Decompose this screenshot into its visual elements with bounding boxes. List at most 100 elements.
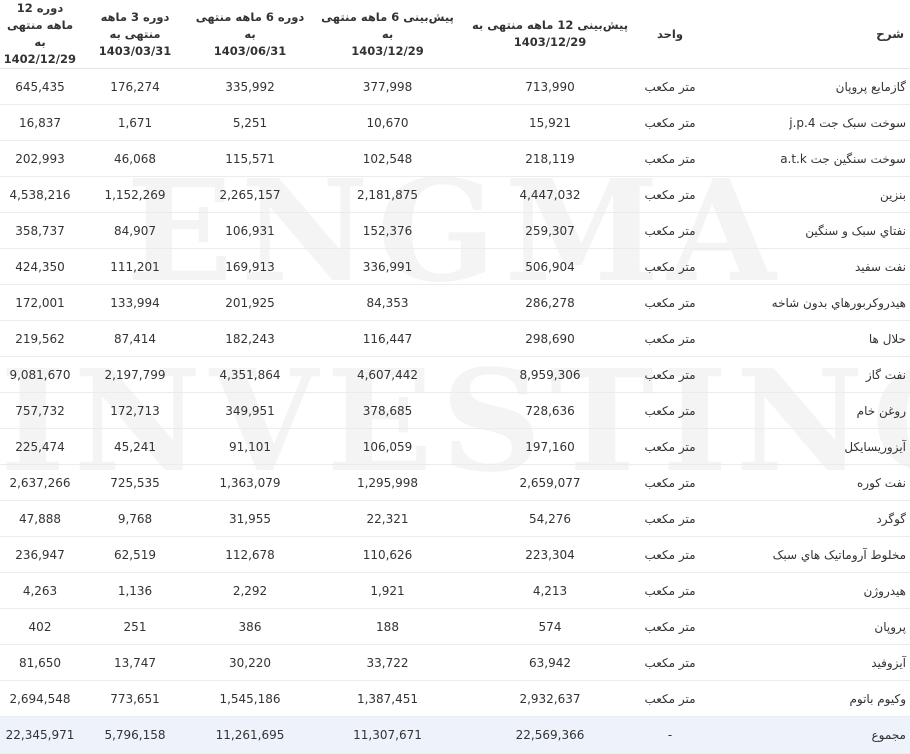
cell-forecast-6: 1,921: [310, 572, 465, 609]
cell-unit: متر مکعب: [635, 320, 705, 357]
cell-period-12: 81,650: [0, 644, 80, 681]
total-row: مجموع -22,569,366 11,307,671 11,261,695 5,79…: [0, 716, 910, 754]
cell-forecast-12: 506,904: [465, 248, 635, 285]
cell-period-12: 4,263: [0, 572, 80, 609]
cell-period-6: 30,220: [190, 644, 310, 681]
cell-desc: آيزوفيد: [705, 644, 910, 681]
cell-unit: متر مکعب: [635, 572, 705, 609]
header-period-6-date: 1403/06/31: [213, 43, 287, 58]
cell-forecast-12: 4,213: [465, 572, 635, 609]
cell-period-3: 45,241: [80, 428, 190, 465]
header-forecast-12: پیش‌بینی 12 ماهه منتهی به 1403/12/29: [465, 0, 635, 69]
cell-period-12: 202,993: [0, 140, 80, 177]
cell-period-12: 424,350: [0, 248, 80, 285]
header-period-6: دوره 6 ماهه منتهی به 1403/06/31: [190, 0, 310, 69]
cell-period-6: 115,571: [190, 140, 310, 177]
cell-forecast-6: 10,670: [310, 104, 465, 141]
cell-desc: روغن خام: [705, 392, 910, 429]
cell-desc: نفت سفيد: [705, 248, 910, 285]
cell-forecast-12: 2,659,077: [465, 464, 635, 501]
cell-forecast-6: 2,181,875: [310, 176, 465, 213]
cell-forecast-6: 22,321: [310, 500, 465, 537]
table-row: نفت کوره متر مکعب 2,659,077 1,295,998 1,363,…: [0, 464, 910, 501]
header-forecast-6-date: 1403/12/29: [351, 43, 424, 58]
cell-period-3: 84,907: [80, 212, 190, 249]
cell-period-6: 169,913: [190, 248, 310, 285]
table-row: گوگرد متر مکعب 54,276 22,321 31,955 9,768 47,8…: [0, 500, 910, 537]
total-forecast-12: 22,569,366: [465, 716, 635, 754]
table-row: بنزين متر مکعب 4,447,032 2,181,875 2,265,157…: [0, 176, 910, 213]
header-forecast-12-title: پیش‌بینی 12 ماهه منتهی به: [471, 18, 629, 32]
cell-desc: گازمايع پروپان: [705, 68, 910, 105]
cell-period-3: 1,671: [80, 104, 190, 141]
cell-unit: متر مکعب: [635, 212, 705, 249]
cell-period-12: 757,732: [0, 392, 80, 429]
cell-period-6: 5,251: [190, 104, 310, 141]
total-desc: مجموع: [705, 716, 910, 754]
cell-period-6: 2,265,157: [190, 176, 310, 213]
cell-period-12: 9,081,670: [0, 356, 80, 393]
table-row: روغن خام متر مکعب 728,636 378,685 349,951 172…: [0, 392, 910, 429]
cell-period-6: 1,545,186: [190, 680, 310, 717]
header-period-3: دوره 3 ماهه منتهی به 1403/03/31: [80, 0, 190, 69]
cell-unit: متر مکعب: [635, 392, 705, 429]
cell-period-6: 31,955: [190, 500, 310, 537]
cell-forecast-12: 2,932,637: [465, 680, 635, 717]
cell-period-6: 182,243: [190, 320, 310, 357]
cell-desc: وکيوم باتوم: [705, 680, 910, 717]
total-period-12: 22,345,971: [0, 716, 80, 754]
cell-period-3: 176,274: [80, 68, 190, 105]
cell-unit: متر مکعب: [635, 140, 705, 177]
cell-period-12: 402: [0, 608, 80, 645]
cell-desc: پروپان: [705, 608, 910, 645]
cell-forecast-12: 4,447,032: [465, 176, 635, 213]
header-row: شرح واحد پیش‌بینی 12 ماهه منتهی به 1403/1…: [0, 0, 910, 69]
table-row: مخلوط آروماتيک هاي سبک متر مکعب 223,304 110…: [0, 536, 910, 573]
header-desc: شرح: [705, 0, 910, 69]
cell-period-12: 2,694,548: [0, 680, 80, 717]
table-row: هيدروکربورهاي بدون شاخه متر مکعب 286,278 84…: [0, 284, 910, 321]
cell-forecast-12: 574: [465, 608, 635, 645]
cell-desc: حلال ها: [705, 320, 910, 357]
total-forecast-6: 11,307,671: [310, 716, 465, 754]
header-forecast-12-date: 1403/12/29: [513, 35, 587, 49]
cell-unit: متر مکعب: [635, 536, 705, 573]
cell-unit: متر مکعب: [635, 644, 705, 681]
cell-desc: آيزوريسايکل: [705, 428, 910, 465]
cell-forecast-6: 84,353: [310, 284, 465, 321]
cell-period-6: 201,925: [190, 284, 310, 321]
table-body: گازمايع پروپان متر مکعب 713,990 377,998 335,…: [0, 68, 910, 754]
cell-unit: متر مکعب: [635, 680, 705, 717]
cell-desc: بنزين: [705, 176, 910, 213]
cell-desc: هيدروژن: [705, 572, 910, 609]
cell-forecast-12: 15,921: [465, 104, 635, 141]
table-row: آيزوريسايکل متر مکعب 197,160 106,059 91,101 4…: [0, 428, 910, 465]
cell-unit: متر مکعب: [635, 248, 705, 285]
cell-period-12: 2,637,266: [0, 464, 80, 501]
cell-period-12: 225,474: [0, 428, 80, 465]
cell-forecast-12: 8,959,306: [465, 356, 635, 393]
cell-forecast-12: 223,304: [465, 536, 635, 573]
cell-period-3: 9,768: [80, 500, 190, 537]
cell-period-3: 46,068: [80, 140, 190, 177]
table-row: حلال ها متر مکعب 298,690 116,447 182,243 87,4…: [0, 320, 910, 357]
cell-period-3: 1,152,269: [80, 176, 190, 213]
table-row: سوخت سبک جت j.p.4 متر مکعب 15,921 10,670 5,2…: [0, 104, 910, 141]
cell-period-3: 133,994: [80, 284, 190, 321]
cell-period-3: 172,713: [80, 392, 190, 429]
cell-period-6: 4,351,864: [190, 356, 310, 393]
cell-period-12: 16,837: [0, 104, 80, 141]
cell-unit: متر مکعب: [635, 356, 705, 393]
cell-period-6: 386: [190, 608, 310, 645]
cell-period-12: 47,888: [0, 500, 80, 537]
cell-unit: متر مکعب: [635, 608, 705, 645]
table-row: نفت گاز متر مکعب 8,959,306 4,607,442 4,351,8…: [0, 356, 910, 393]
cell-period-12: 645,435: [0, 68, 80, 105]
table-row: هيدروژن متر مکعب 4,213 1,921 2,292 1,136 4,263: [0, 572, 910, 609]
cell-desc: گوگرد: [705, 500, 910, 537]
cell-unit: متر مکعب: [635, 464, 705, 501]
cell-desc: مخلوط آروماتيک هاي سبک: [705, 536, 910, 573]
header-unit: واحد: [635, 0, 705, 69]
cell-forecast-12: 728,636: [465, 392, 635, 429]
